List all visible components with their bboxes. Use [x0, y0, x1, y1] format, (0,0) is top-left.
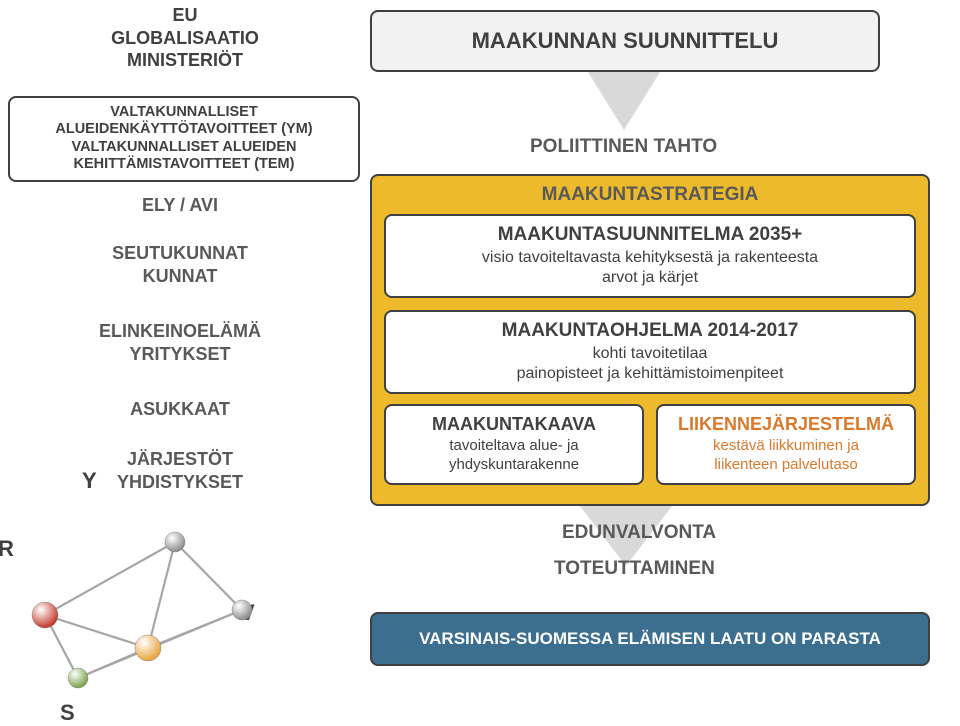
label-line: SEUTUKUNNAT	[85, 242, 275, 265]
label-asukkaat: ASUKKAAT	[110, 398, 250, 421]
letter-s: S	[60, 700, 75, 726]
box-line: tavoiteltava alue- ja	[392, 437, 636, 456]
label-poliittinen-tahto: POLIITTINEN TAHTO	[530, 136, 717, 158]
box-line: VALTAKUNNALLISET ALUEIDEN KEHITTÄMISTAVO…	[14, 139, 354, 174]
title-maakunnan-suunnittelu: MAAKUNNAN SUUNNITTELU	[370, 10, 880, 72]
box-maakuntasuunnitelma: MAAKUNTASUUNNITELMA 2035+ visio tavoitel…	[384, 214, 916, 298]
box-valtakunnalliset: VALTAKUNNALLISET ALUEIDENKÄYTTÖTAVOITTEE…	[8, 96, 360, 182]
label-line: KUNNAT	[85, 265, 275, 288]
label-seutukunnat: SEUTUKUNNAT KUNNAT	[85, 242, 275, 287]
header-left-line: MINISTERIÖT	[90, 49, 280, 72]
box-title: MAAKUNTASUUNNITELMA 2035+	[392, 224, 908, 246]
label-line: YRITYKSET	[75, 343, 285, 366]
label-ely-avi: ELY / AVI	[110, 194, 250, 217]
box-line: liikenteen palvelutaso	[664, 456, 908, 475]
label-edunvalvonta: EDUNVALVONTA	[562, 522, 716, 544]
box-maakuntaohjelma: MAAKUNTAOHJELMA 2014-2017 kohti tavoitet…	[384, 310, 916, 394]
box-title: LIIKENNEJÄRJESTELMÄ	[664, 414, 908, 435]
box-line: visio tavoiteltavasta kehityksestä ja ra…	[392, 248, 908, 268]
label-line: YHDISTYKSET	[105, 471, 255, 494]
box-maakuntastrategia: MAAKUNTASTRATEGIA MAAKUNTASUUNNITELMA 20…	[370, 174, 930, 506]
box-maakuntakaava: MAAKUNTAKAAVA tavoiteltava alue- ja yhdy…	[384, 404, 644, 485]
box-line: kestävä liikkuminen ja	[664, 437, 908, 456]
box-liikennejarjestelma: LIIKENNEJÄRJESTELMÄ kestävä liikkuminen …	[656, 404, 916, 485]
tetra-graphic	[20, 530, 280, 700]
box-line: VALTAKUNNALLISET ALUEIDENKÄYTTÖTAVOITTEE…	[14, 104, 354, 139]
box-line: kohti tavoitetilaa	[392, 344, 908, 364]
header-left: EU GLOBALISAATIO MINISTERIÖT	[90, 4, 280, 72]
header-left-line: EU	[90, 4, 280, 27]
label-line: ELINKEINOELÄMÄ	[75, 320, 285, 343]
letter-r: R	[0, 536, 14, 562]
box-line: yhdyskuntarakenne	[392, 456, 636, 475]
header-left-line: GLOBALISAATIO	[90, 27, 280, 50]
letter-y: Y	[82, 468, 97, 494]
footer-box: VARSINAIS-SUOMESSA ELÄMISEN LAATU ON PAR…	[370, 612, 930, 666]
label-elinkeinoelama: ELINKEINOELÄMÄ YRITYKSET	[75, 320, 285, 365]
label-jarjestot: JÄRJESTÖT YHDISTYKSET	[105, 448, 255, 493]
label-line: JÄRJESTÖT	[105, 448, 255, 471]
arrow-down-icon	[588, 72, 660, 130]
box-line: arvot ja kärjet	[392, 268, 908, 288]
box-line: painopisteet ja kehittämistoimenpiteet	[392, 364, 908, 384]
label-toteuttaminen: TOTEUTTAMINEN	[554, 558, 715, 580]
box-title: MAAKUNTAKAAVA	[392, 414, 636, 435]
box-title: MAAKUNTAOHJELMA 2014-2017	[392, 320, 908, 342]
strategy-title: MAAKUNTASTRATEGIA	[384, 184, 916, 206]
